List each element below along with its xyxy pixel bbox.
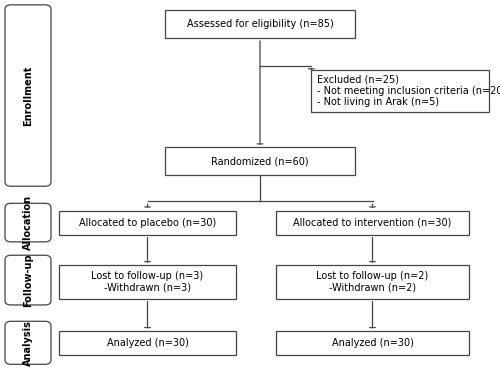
FancyBboxPatch shape [276,331,469,355]
FancyBboxPatch shape [59,331,236,355]
FancyBboxPatch shape [5,203,51,242]
FancyBboxPatch shape [59,210,236,234]
FancyBboxPatch shape [59,265,236,299]
FancyBboxPatch shape [276,210,469,234]
Text: Lost to follow-up (n=3)
-Withdrawn (n=3): Lost to follow-up (n=3) -Withdrawn (n=3) [92,271,204,293]
FancyBboxPatch shape [165,10,355,38]
Text: Follow-up: Follow-up [23,253,33,307]
FancyBboxPatch shape [5,321,51,364]
Text: Lost to follow-up (n=2)
-Withdrawn (n=2): Lost to follow-up (n=2) -Withdrawn (n=2) [316,271,428,293]
Text: Randomized (n=60): Randomized (n=60) [211,157,309,166]
FancyBboxPatch shape [276,265,469,299]
FancyBboxPatch shape [5,255,51,305]
FancyBboxPatch shape [165,148,355,175]
Text: Allocated to placebo (n=30): Allocated to placebo (n=30) [79,218,216,227]
Text: Analysis: Analysis [23,320,33,366]
Text: Assessed for eligibility (n=85): Assessed for eligibility (n=85) [186,19,334,29]
FancyBboxPatch shape [5,5,51,186]
Text: Allocation: Allocation [23,195,33,250]
Text: Analyzed (n=30): Analyzed (n=30) [106,338,188,348]
Text: Enrollment: Enrollment [23,65,33,126]
Text: Excluded (n=25)
- Not meeting inclusion criteria (n=20)
- Not living in Arak (n=: Excluded (n=25) - Not meeting inclusion … [318,74,500,108]
Text: Allocated to intervention (n=30): Allocated to intervention (n=30) [294,218,452,227]
Text: Analyzed (n=30): Analyzed (n=30) [332,338,413,348]
FancyBboxPatch shape [311,70,489,112]
